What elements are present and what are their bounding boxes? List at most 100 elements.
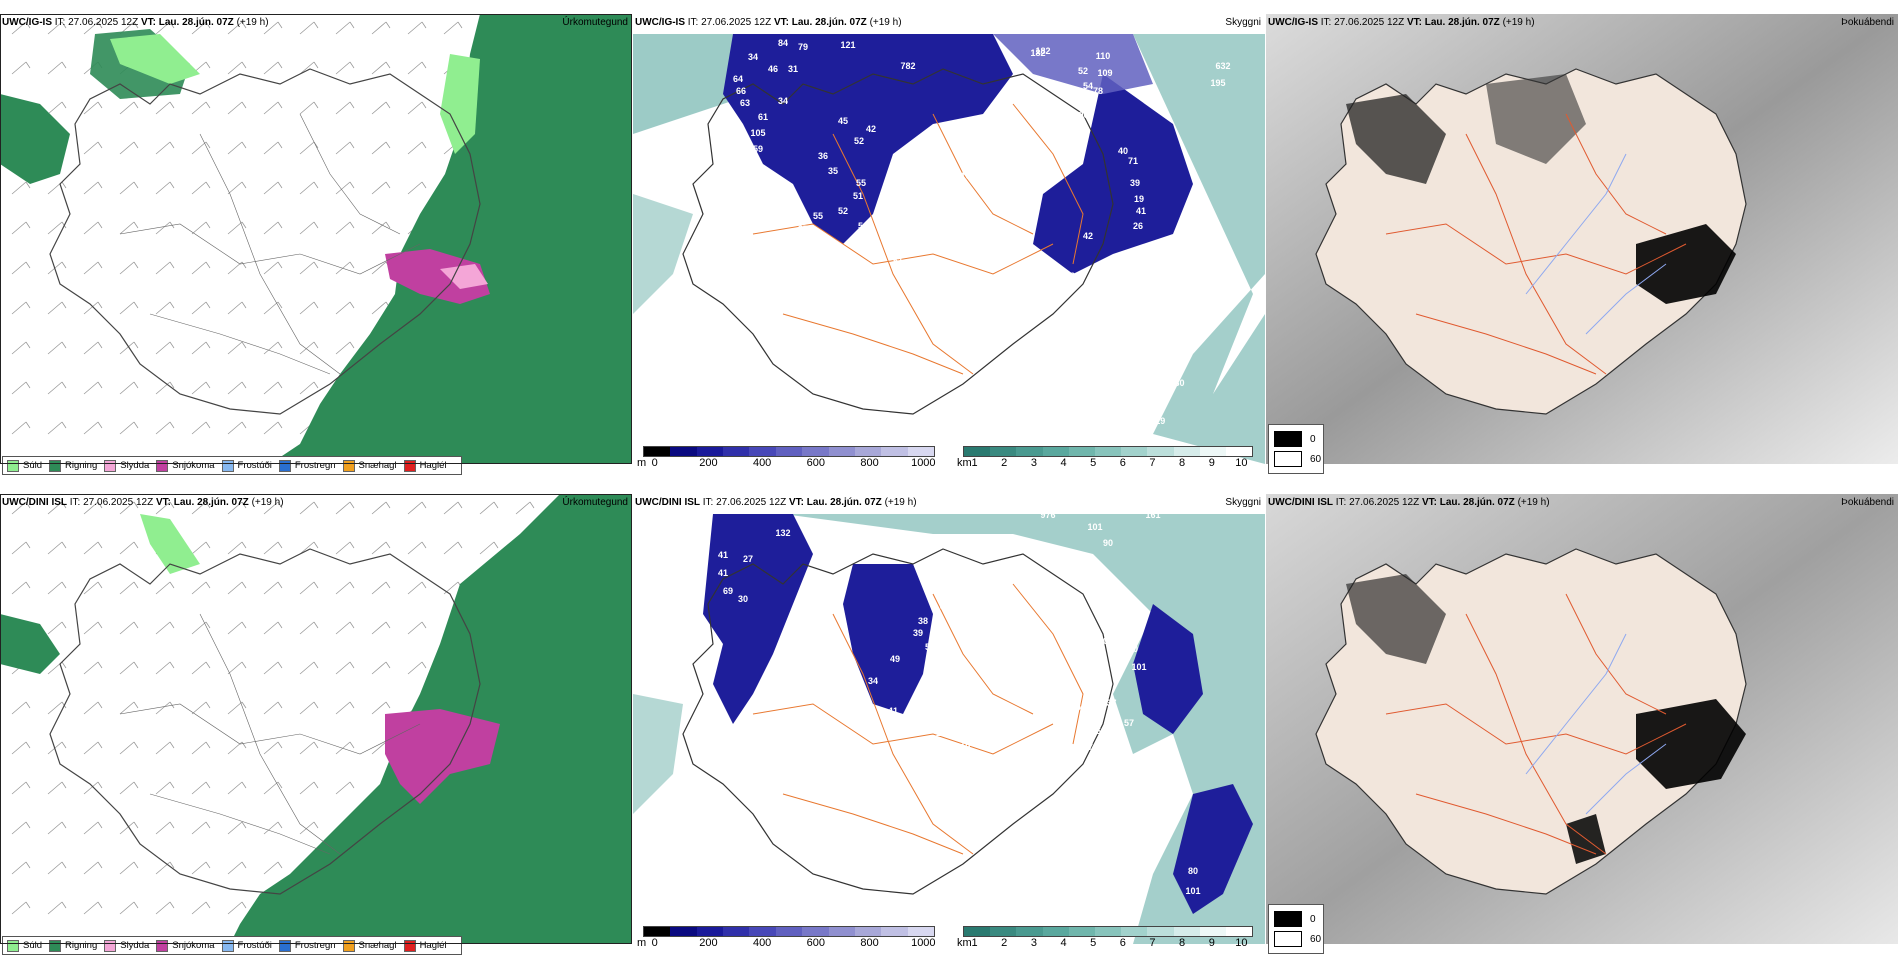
wind-barb	[191, 101, 211, 115]
wind-barb	[407, 581, 427, 595]
wind-barb	[119, 901, 139, 915]
panel-header: UWC/IG-IS IT: 27.06.2025 12Z VT: Lau. 28…	[635, 17, 902, 28]
precip-legend-item: Snjókoma	[156, 459, 215, 472]
legend-swatch	[7, 459, 19, 472]
wind-barb	[155, 261, 175, 275]
wind-barb	[83, 381, 103, 395]
colorbar-segment	[1225, 927, 1253, 936]
cloud-base-label: 34	[748, 52, 758, 62]
wind-barb	[119, 261, 139, 275]
wind-barb	[371, 661, 391, 675]
wind-barb	[191, 701, 211, 715]
wind-barb	[119, 821, 139, 835]
colorbar-segment	[1199, 447, 1226, 456]
colorbar-segment	[670, 447, 697, 456]
legend-label: Snæhagl	[358, 940, 397, 951]
cloud-base-label: 60	[1128, 644, 1138, 654]
wind-barb	[155, 421, 175, 435]
wind-barb	[155, 661, 175, 675]
wind-barb	[119, 141, 139, 155]
cloud-base-label: 45	[838, 116, 848, 126]
wind-barb	[11, 861, 31, 875]
rain-area	[270, 14, 632, 464]
wind-barb	[83, 341, 103, 355]
wind-barb	[83, 781, 103, 795]
wind-barb	[299, 221, 319, 235]
wind-barb	[371, 541, 391, 555]
wind-barb	[47, 21, 67, 35]
colorbar-tick: 7	[1149, 457, 1156, 469]
cloud-base-label: 39	[1116, 616, 1126, 626]
fog-dark-area	[1346, 94, 1446, 184]
colorbar-segment	[644, 927, 671, 936]
colorbar-tick: 6	[1119, 457, 1126, 469]
colorbar-segment	[1225, 447, 1253, 456]
wind-barb	[299, 741, 319, 755]
colorbar-unit: km	[957, 937, 972, 949]
roads	[1385, 113, 1687, 375]
rivers	[1525, 153, 1667, 335]
wind-barb	[119, 741, 139, 755]
wind-barb	[263, 421, 283, 435]
fog-legend-high-swatch	[1274, 931, 1302, 947]
cloud-base-label: 44	[1088, 656, 1098, 666]
colorbar-segment	[990, 927, 1017, 936]
wind-barb	[335, 221, 355, 235]
panel-header: UWC/DINI ISL IT: 27.06.2025 12Z VT: Lau.…	[2, 497, 284, 508]
wind-barb	[263, 221, 283, 235]
visibility-teal-area	[633, 34, 753, 134]
cloud-base-label: 63	[740, 98, 750, 108]
wind-barb	[191, 301, 211, 315]
cloud-base-label: 54	[858, 221, 868, 231]
colorbar-segment	[749, 927, 776, 936]
wind-barb	[11, 341, 31, 355]
wind-barb	[227, 821, 247, 835]
colorbar-tick: 200	[699, 937, 718, 949]
roads	[119, 113, 421, 375]
wind-barb	[83, 501, 103, 515]
colorbar-unit: m	[637, 457, 647, 469]
wind-barb	[371, 141, 391, 155]
fog-dark-area-c	[1636, 699, 1746, 789]
colorbar-strip	[963, 446, 1253, 457]
wind-barb	[371, 101, 391, 115]
wind-barb	[227, 421, 247, 435]
iceland-outline	[49, 68, 481, 415]
visibility-teal-area-w	[633, 194, 693, 314]
cloud-base-label: 109	[1097, 68, 1112, 78]
wind-barb	[83, 861, 103, 875]
cloud-base-label: 102	[960, 171, 975, 181]
cloud-base-label: 39	[1130, 178, 1140, 188]
visibility-colorbar: km 1 2 3 4 5 6 7 8 9 10	[957, 926, 1253, 954]
wind-barb	[227, 341, 247, 355]
cloud-base-label: 40	[783, 266, 793, 276]
wind-barb	[443, 541, 463, 555]
wind-barb	[335, 621, 355, 635]
wind-barb	[155, 501, 175, 515]
cloud-base-label: 71	[1128, 156, 1138, 166]
cloud-base-label: 60	[1096, 726, 1106, 736]
cloud-base-label: 236	[1165, 296, 1180, 306]
drizzle-area-n	[110, 34, 200, 84]
legend-label: Slydda	[120, 460, 150, 471]
precip-legend-item: Rigning	[49, 459, 97, 472]
wind-barb	[263, 381, 283, 395]
wind-barb	[155, 741, 175, 755]
colorbar-tick: 200	[699, 457, 718, 469]
cloud-base-label: 66	[736, 86, 746, 96]
wind-barb	[119, 541, 139, 555]
legend-label: Snæhagl	[358, 460, 397, 471]
colorbar-segment	[907, 927, 934, 936]
wind-barb	[371, 181, 391, 195]
legend-label: Frostregn	[294, 460, 336, 471]
wind-barb	[335, 341, 355, 355]
cloud-base-label: 35	[828, 166, 838, 176]
wind-barb	[191, 341, 211, 355]
cloud-base-label: 115	[1026, 286, 1041, 296]
cloud-base-low-e	[1133, 604, 1203, 734]
colorbar-segment	[828, 927, 855, 936]
legend-swatch	[278, 459, 291, 472]
wind-barb	[335, 581, 355, 595]
colorbar-segment	[1094, 927, 1122, 936]
